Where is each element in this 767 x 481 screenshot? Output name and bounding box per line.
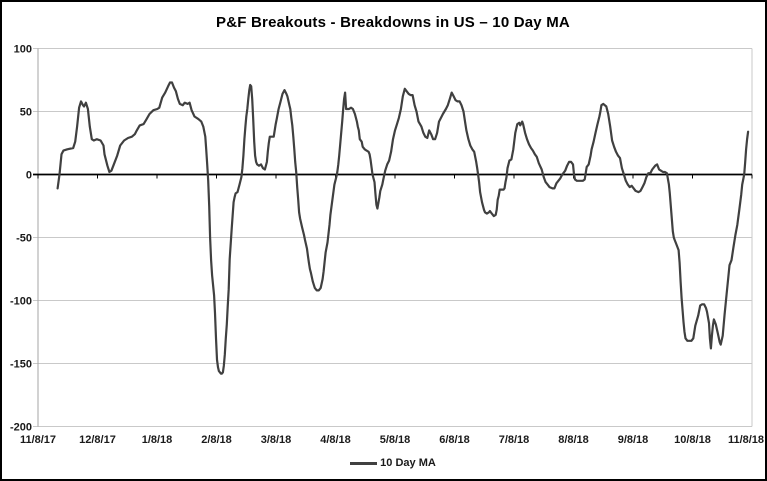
chart-title: P&F Breakouts - Breakdowns in US – 10 Da…	[216, 14, 570, 31]
y-tick-label: -50	[16, 233, 32, 245]
x-tick-label: 7/8/18	[499, 434, 530, 446]
x-tick-label: 8/8/18	[558, 434, 589, 446]
x-tick-label: 9/8/18	[618, 434, 649, 446]
x-tick-label: 11/8/17	[20, 434, 56, 446]
legend-label: 10 Day MA	[380, 457, 436, 469]
legend-line-swatch	[350, 461, 378, 465]
x-tick-label: 11/8/18	[728, 434, 764, 446]
x-tick-label: 10/8/18	[674, 434, 711, 446]
y-tick-label: -100	[10, 296, 32, 308]
y-tick-label: 100	[14, 44, 32, 56]
x-tick-label: 6/8/18	[439, 434, 470, 446]
y-tick-label: 50	[20, 107, 32, 119]
x-tick-label: 2/8/18	[201, 434, 232, 446]
x-tick-label: 3/8/18	[261, 434, 292, 446]
x-tick-label: 1/8/18	[142, 434, 173, 446]
x-tick-label: 4/8/18	[320, 434, 351, 446]
x-tick-label: 5/8/18	[380, 434, 411, 446]
legend: 10 Day MA	[38, 457, 748, 469]
y-tick-label: -150	[10, 359, 32, 371]
y-tick-label: -200	[10, 422, 32, 434]
y-tick-label: 0	[26, 170, 32, 182]
series-10-day-ma	[56, 81, 750, 375]
x-tick-label: 12/8/17	[79, 434, 116, 446]
